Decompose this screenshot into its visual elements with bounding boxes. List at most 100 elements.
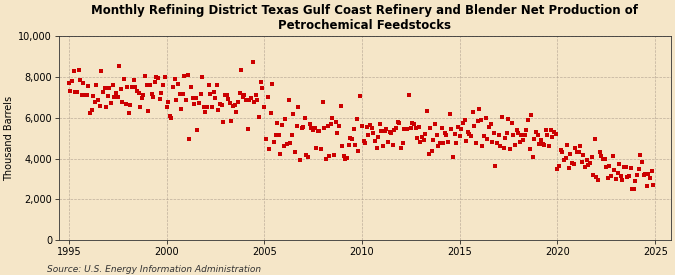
Point bbox=[95, 104, 105, 109]
Point bbox=[197, 75, 208, 79]
Point bbox=[549, 130, 560, 134]
Point bbox=[275, 152, 286, 157]
Point bbox=[483, 125, 494, 129]
Point bbox=[99, 86, 110, 90]
Point bbox=[105, 101, 116, 105]
Point bbox=[127, 84, 138, 89]
Point bbox=[588, 172, 599, 177]
Point bbox=[505, 147, 516, 151]
Point bbox=[325, 122, 336, 127]
Point bbox=[464, 132, 475, 136]
Point bbox=[302, 155, 313, 160]
Point bbox=[572, 150, 583, 154]
Point bbox=[376, 128, 387, 133]
Point bbox=[458, 121, 468, 125]
Point bbox=[265, 111, 276, 115]
Point bbox=[392, 120, 403, 125]
Point bbox=[529, 137, 540, 141]
Point bbox=[384, 130, 395, 134]
Point bbox=[352, 117, 362, 121]
Point bbox=[624, 174, 634, 179]
Point bbox=[151, 74, 162, 79]
Point bbox=[329, 153, 340, 157]
Point bbox=[508, 133, 518, 137]
Point bbox=[506, 120, 517, 125]
Point bbox=[441, 133, 452, 137]
Point bbox=[259, 105, 270, 109]
Point bbox=[593, 178, 603, 183]
Point bbox=[255, 80, 266, 84]
Point bbox=[179, 74, 190, 78]
Point bbox=[537, 141, 548, 146]
Point bbox=[97, 90, 108, 94]
Point bbox=[335, 104, 346, 109]
Point bbox=[594, 149, 605, 154]
Point bbox=[101, 104, 111, 109]
Point bbox=[479, 134, 489, 138]
Point bbox=[227, 104, 238, 108]
Point bbox=[601, 165, 612, 169]
Point bbox=[86, 108, 97, 112]
Point bbox=[293, 104, 304, 109]
Point bbox=[576, 160, 587, 165]
Point bbox=[200, 109, 211, 114]
Point bbox=[296, 126, 307, 130]
Point bbox=[155, 97, 165, 102]
Point bbox=[133, 91, 144, 95]
Point bbox=[187, 96, 198, 100]
Point bbox=[239, 93, 250, 98]
Point bbox=[535, 138, 546, 143]
Point bbox=[267, 81, 278, 86]
Point bbox=[518, 138, 529, 142]
Point bbox=[482, 136, 493, 141]
Point bbox=[404, 92, 414, 97]
Point bbox=[364, 123, 375, 127]
Point bbox=[327, 116, 338, 120]
Point bbox=[435, 141, 446, 145]
Point bbox=[169, 76, 180, 81]
Point bbox=[353, 148, 364, 153]
Point bbox=[83, 84, 94, 88]
Point bbox=[605, 174, 616, 178]
Point bbox=[387, 143, 398, 147]
Point bbox=[198, 105, 209, 109]
Text: Source: U.S. Energy Information Administration: Source: U.S. Energy Information Administ… bbox=[47, 265, 261, 274]
Point bbox=[96, 69, 107, 73]
Point bbox=[474, 107, 485, 111]
Point bbox=[171, 98, 182, 103]
Point bbox=[144, 83, 155, 87]
Point bbox=[612, 170, 623, 175]
Point bbox=[348, 127, 359, 132]
Point bbox=[70, 90, 81, 94]
Point bbox=[498, 146, 509, 150]
Point bbox=[300, 116, 310, 120]
Point bbox=[68, 68, 79, 73]
Point bbox=[448, 154, 458, 159]
Point bbox=[622, 174, 632, 179]
Point bbox=[620, 165, 631, 169]
Point bbox=[205, 92, 216, 97]
Point bbox=[163, 100, 173, 104]
Point bbox=[233, 100, 244, 104]
Point bbox=[558, 158, 569, 162]
Point bbox=[362, 125, 373, 130]
Point bbox=[597, 156, 608, 161]
Point bbox=[249, 100, 260, 104]
Point bbox=[628, 186, 639, 191]
Point bbox=[522, 118, 533, 123]
Point bbox=[547, 134, 558, 139]
Point bbox=[519, 133, 530, 137]
Point bbox=[244, 98, 254, 102]
Point bbox=[648, 183, 659, 187]
Point bbox=[330, 120, 341, 125]
Point bbox=[236, 68, 246, 73]
Point bbox=[456, 127, 466, 131]
Point bbox=[646, 168, 657, 173]
Point bbox=[489, 131, 500, 135]
Point bbox=[184, 137, 194, 142]
Point bbox=[443, 140, 454, 145]
Point bbox=[633, 166, 644, 171]
Point bbox=[389, 128, 400, 132]
Point bbox=[189, 102, 200, 106]
Point bbox=[346, 137, 357, 141]
